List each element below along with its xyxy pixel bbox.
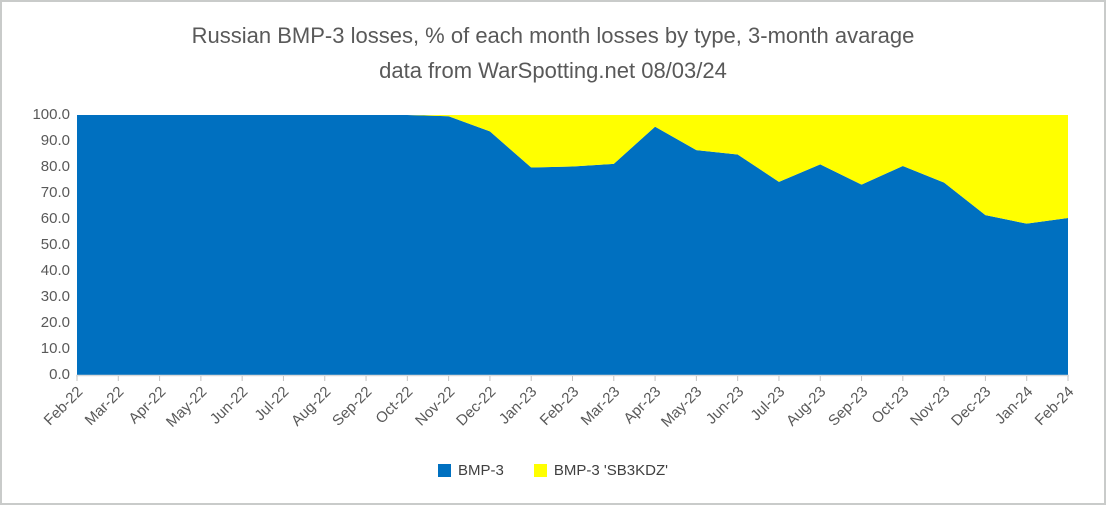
legend-swatch-icon [438, 464, 452, 477]
y-axis-label: 80.0 [40, 158, 70, 175]
y-axis-label: 90.0 [40, 132, 70, 149]
y-axis-label: 10.0 [40, 340, 70, 357]
y-axis-label: 0.0 [49, 366, 70, 383]
legend-item-bmp3-sb3kdz: BMP-3 'SB3KDZ' [533, 462, 668, 479]
legend-swatch-icon [533, 464, 547, 477]
chart-title-line1: Russian BMP-3 losses, % of each month lo… [191, 23, 915, 48]
y-axis-label: 60.0 [40, 210, 70, 227]
area-series-bmp3 [77, 115, 1068, 375]
legend-item-bmp3: BMP-3 [438, 462, 504, 479]
y-axis-label: 40.0 [40, 262, 70, 279]
y-axis-label: 30.0 [40, 288, 70, 305]
y-axis-label: 50.0 [40, 236, 70, 253]
legend-label: BMP-3 [458, 462, 504, 479]
legend-label: BMP-3 'SB3KDZ' [553, 462, 668, 479]
area-series-bmp3-sb3kdz [77, 115, 1068, 224]
y-axis-label: 20.0 [40, 314, 70, 331]
legend: BMP-3 BMP-3 'SB3KDZ' [2, 462, 1104, 479]
y-axis-label: 70.0 [40, 184, 70, 201]
chart-title: Russian BMP-3 losses, % of each month lo… [2, 18, 1104, 88]
y-axis-label: 100.0 [32, 106, 70, 123]
chart-title-line2: data from WarSpotting.net 08/03/24 [379, 58, 727, 83]
